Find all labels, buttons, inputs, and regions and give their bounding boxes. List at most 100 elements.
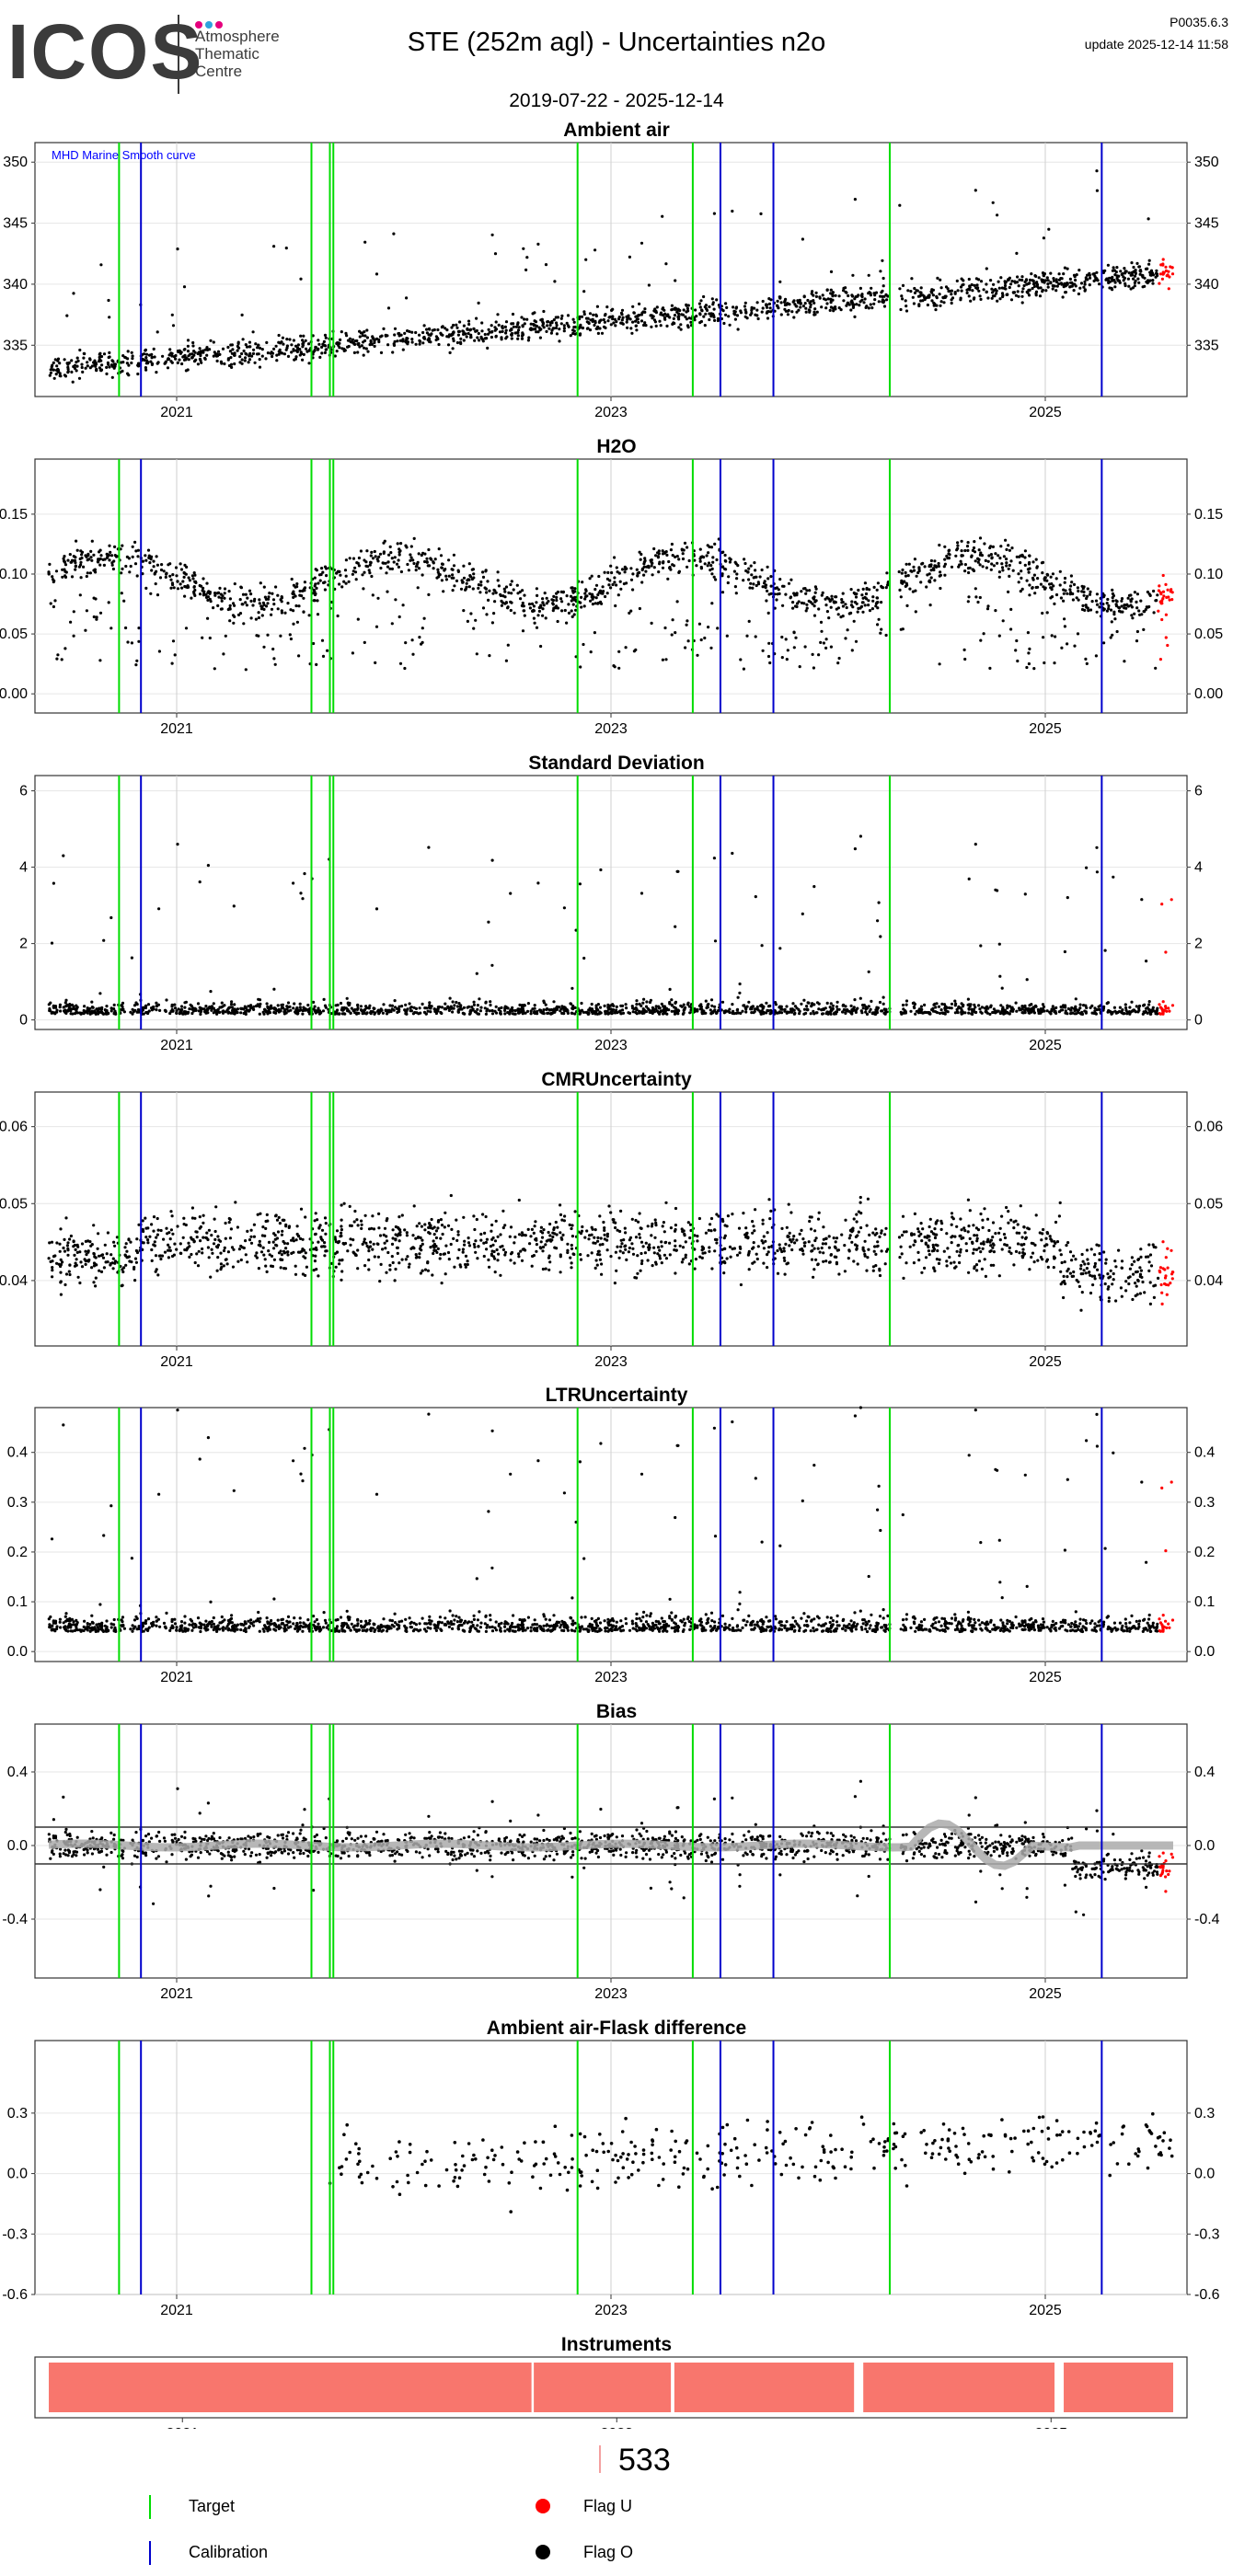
- data-point: [218, 352, 222, 356]
- data-point: [992, 289, 996, 293]
- data-point: [370, 574, 374, 579]
- data-point: [1064, 284, 1067, 288]
- data-point: [365, 336, 369, 339]
- data-point: [1053, 661, 1056, 665]
- data-point: [758, 575, 762, 579]
- data-point: [801, 912, 804, 916]
- data-point: [494, 320, 498, 324]
- data-point: [464, 588, 467, 592]
- data-point: [453, 584, 456, 588]
- data-point: [992, 564, 996, 568]
- data-point: [641, 1001, 645, 1005]
- data-point: [338, 1012, 341, 1016]
- data-point: [731, 209, 734, 213]
- data-point: [82, 351, 86, 355]
- data-point: [643, 321, 647, 325]
- data-point: [708, 305, 711, 309]
- data-point: [237, 346, 241, 350]
- data-point: [999, 276, 1003, 280]
- data-point: [551, 603, 555, 606]
- data-point: [966, 548, 970, 553]
- data-point: [951, 296, 955, 300]
- data-point: [812, 596, 815, 600]
- data-point: [1124, 270, 1128, 273]
- data-point: [532, 1011, 536, 1015]
- data-point: [79, 563, 83, 567]
- data-point: [590, 1002, 593, 1006]
- data-point: [967, 287, 971, 291]
- data-point: [441, 333, 444, 337]
- data-point: [977, 289, 981, 293]
- data-point: [792, 1008, 796, 1012]
- data-point: [427, 845, 431, 849]
- data-point: [510, 601, 513, 604]
- data-point: [1109, 636, 1112, 639]
- data-point: [905, 1003, 908, 1006]
- data-point: [1140, 613, 1144, 616]
- data-point: [1072, 273, 1077, 277]
- data-point: [1051, 287, 1054, 291]
- data-point: [963, 569, 967, 573]
- data-point: [1003, 286, 1007, 291]
- data-point: [178, 358, 181, 362]
- data-point: [352, 351, 356, 354]
- data-point: [844, 603, 847, 606]
- data-point: [974, 559, 977, 563]
- data-point: [238, 612, 243, 615]
- data-point: [879, 294, 882, 298]
- data-point: [109, 363, 114, 367]
- data-point: [1069, 1008, 1073, 1012]
- data-point: [365, 549, 369, 553]
- data-point: [406, 562, 409, 567]
- data-point: [108, 365, 111, 369]
- data-point: [176, 361, 179, 364]
- data-point: [547, 327, 551, 330]
- data-point: [363, 240, 367, 244]
- data-point: [882, 294, 886, 298]
- data-point: [990, 557, 994, 560]
- data-point: [113, 545, 117, 549]
- data-point: [72, 292, 75, 295]
- data-point: [673, 1012, 677, 1016]
- data-point: [1045, 611, 1049, 615]
- data-point: [986, 296, 990, 300]
- data-point: [749, 581, 753, 585]
- data-point: [182, 285, 187, 289]
- data-point: [825, 1010, 829, 1014]
- data-point: [271, 351, 275, 355]
- data-point: [450, 326, 454, 329]
- data-point: [708, 317, 711, 322]
- data-point: [1095, 169, 1099, 173]
- data-point: [1161, 272, 1165, 276]
- data-point: [966, 997, 970, 1001]
- data-point: [828, 1006, 832, 1009]
- data-point: [527, 603, 532, 606]
- data-point: [541, 614, 545, 617]
- data-point: [335, 1008, 340, 1012]
- data-point: [749, 313, 753, 316]
- data-point: [784, 592, 788, 596]
- data-point: [962, 648, 966, 652]
- data-point: [821, 591, 824, 595]
- data-point: [539, 328, 543, 331]
- data-point: [1000, 566, 1005, 569]
- data-point: [173, 1003, 177, 1006]
- data-point: [251, 351, 256, 355]
- data-point: [734, 592, 738, 595]
- data-point: [978, 294, 982, 298]
- data-point: [882, 305, 887, 308]
- data-point: [541, 601, 545, 604]
- data-point: [412, 1006, 416, 1009]
- data-point: [459, 341, 463, 346]
- data-point: [747, 567, 751, 570]
- data-point: [817, 653, 821, 657]
- data-point: [927, 295, 931, 299]
- data-point: [247, 361, 250, 364]
- data-point: [983, 542, 986, 546]
- data-point: [588, 577, 592, 581]
- data-point: [1084, 1004, 1088, 1007]
- data-point: [137, 627, 141, 630]
- data-point: [427, 592, 431, 597]
- data-point: [299, 334, 303, 338]
